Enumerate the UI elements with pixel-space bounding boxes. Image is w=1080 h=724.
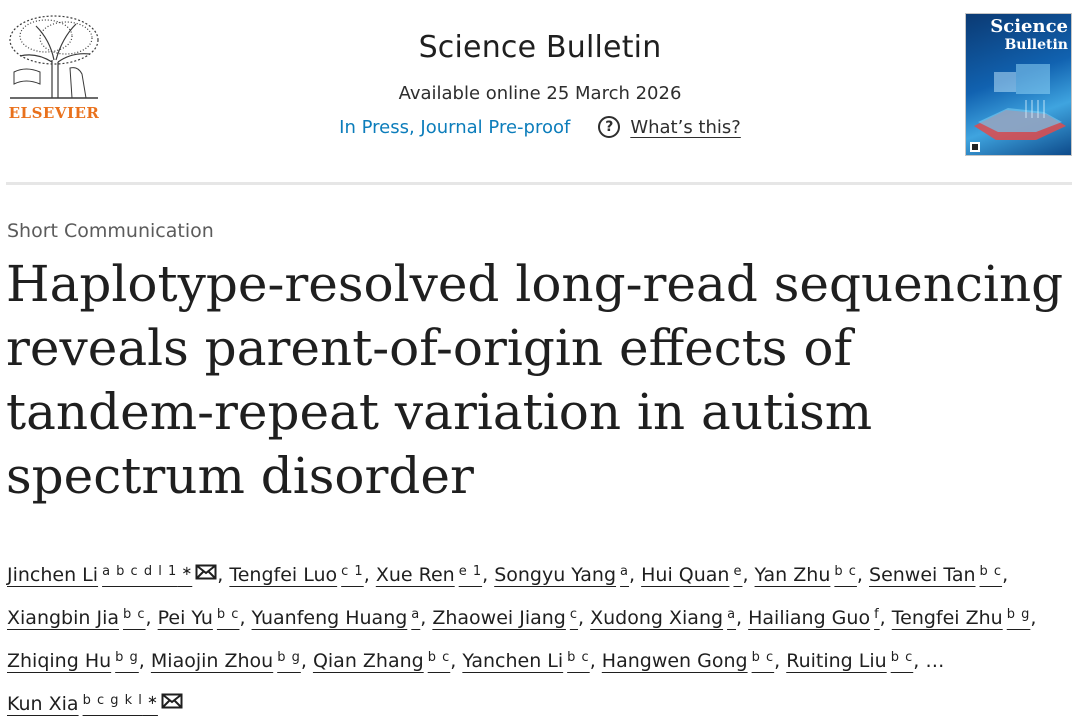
- author-link[interactable]: Xiangbin Jia b c: [7, 607, 146, 629]
- journal-title-link[interactable]: Science Bulletin: [418, 30, 662, 65]
- author-link[interactable]: Songyu Yang a: [494, 564, 629, 586]
- author-link[interactable]: Hui Quan e: [641, 564, 742, 586]
- author-name: Yan Zhu: [754, 564, 831, 586]
- affiliation-superscript: b c: [834, 564, 857, 579]
- affiliation-superscript: b c: [427, 650, 451, 665]
- author-link[interactable]: Yanchen Li b c: [462, 650, 589, 672]
- author-link[interactable]: Tengfei Zhu b g: [892, 607, 1031, 629]
- affiliation-superscript: a: [411, 607, 421, 622]
- author-name: Miaojin Zhou: [150, 650, 274, 672]
- affiliation-superscript: c 1: [341, 564, 364, 579]
- author-name: Tengfei Zhu: [891, 607, 1003, 629]
- author-link[interactable]: Jinchen Li a b c d l 1 ∗: [7, 564, 217, 586]
- affiliation-superscript: c: [569, 607, 579, 622]
- journal-cover-image[interactable]: Science Bulletin: [965, 13, 1072, 156]
- affiliation-superscript: a: [727, 607, 737, 622]
- author-name: Songyu Yang: [494, 564, 617, 586]
- author-name: Hui Quan: [641, 564, 730, 586]
- journal-header: Science Bulletin Available online 25 Mar…: [260, 30, 820, 138]
- author-name: Xue Ren: [375, 564, 455, 586]
- author-link[interactable]: Yan Zhu b c: [755, 564, 857, 586]
- affiliation-superscript: e: [733, 564, 743, 579]
- author-link[interactable]: Qian Zhang b c: [313, 650, 450, 672]
- author-name: Hangwen Gong: [601, 650, 748, 672]
- author-link[interactable]: Hangwen Gong b c: [602, 650, 774, 672]
- affiliation-superscript: b g: [115, 650, 139, 665]
- author-name: Xudong Xiang: [590, 607, 724, 629]
- author-link[interactable]: Zhiqing Hu b g: [7, 650, 139, 672]
- author-link[interactable]: Pei Yu b c: [158, 607, 240, 629]
- article-title: Haplotype-resolved long-read sequencing …: [6, 255, 1064, 505]
- question-circle-icon: ?: [598, 116, 621, 138]
- authors-ellipsis-button[interactable]: …: [925, 650, 945, 672]
- author-name: Hailiang Guo: [748, 607, 871, 629]
- author-link[interactable]: Tengfei Luo c 1: [229, 564, 363, 586]
- affiliation-superscript: b g: [1006, 607, 1031, 622]
- author-name: Kun Xia: [7, 693, 79, 715]
- affiliation-superscript: b c: [567, 650, 590, 665]
- author-link[interactable]: Hailiang Guo f: [748, 607, 880, 629]
- affiliation-superscript: f: [874, 607, 880, 622]
- article-type-label: Short Communication: [7, 220, 214, 242]
- affiliation-superscript: e 1: [458, 564, 483, 579]
- affiliation-superscript: b c g k l: [82, 693, 143, 708]
- star-icon: ∗: [142, 693, 158, 708]
- author-name: Zhaowei Jiang: [432, 607, 566, 629]
- affiliation-superscript: b c: [890, 650, 914, 665]
- envelope-icon: [161, 693, 183, 709]
- cover-title: Science Bulletin: [972, 18, 1068, 54]
- elsevier-wordmark: ELSEVIER: [8, 104, 100, 122]
- article-status-row: In Press, Journal Pre-proof ? What’s thi…: [260, 116, 820, 138]
- author-link[interactable]: Xue Ren e 1: [376, 564, 482, 586]
- author-link[interactable]: Miaojin Zhou b g: [151, 650, 301, 672]
- author-name: Xiangbin Jia: [7, 607, 119, 629]
- author-link[interactable]: Yuanfeng Huang a: [252, 607, 421, 629]
- author-name: Jinchen Li: [7, 564, 99, 586]
- author-list: Jinchen Li a b c d l 1 ∗, Tengfei Luo c 1,…: [7, 564, 1037, 715]
- cover-title-sub: Bulletin: [1004, 37, 1068, 53]
- author-name: Zhiqing Hu: [7, 650, 112, 672]
- elsevier-logo[interactable]: ELSEVIER: [6, 12, 102, 122]
- author-name: Tengfei Luo: [229, 564, 338, 586]
- affiliation-superscript: a: [620, 564, 630, 579]
- in-press-link[interactable]: In Press, Journal Pre-proof: [339, 116, 571, 138]
- author-name: Yuanfeng Huang: [251, 607, 408, 629]
- envelope-icon: [195, 564, 217, 580]
- author-name: Ruiting Liu: [786, 650, 887, 672]
- author-link[interactable]: Ruiting Liu b c: [786, 650, 913, 672]
- whats-this-label: What’s this?: [630, 116, 741, 138]
- elsevier-tree-icon: [9, 15, 99, 99]
- header-divider: [6, 182, 1072, 185]
- author-link[interactable]: Kun Xia b c g k l ∗: [7, 693, 183, 715]
- author-name: Senwei Tan: [869, 564, 976, 586]
- affiliation-superscript: a b c d l 1: [102, 564, 178, 579]
- affiliation-superscript: b g: [277, 650, 301, 665]
- whats-this-button[interactable]: ? What’s this?: [598, 116, 741, 138]
- available-online-date: Available online 25 March 2026: [398, 83, 682, 104]
- author-link[interactable]: Senwei Tan b c: [869, 564, 1002, 586]
- affiliation-superscript: b c: [979, 564, 1003, 579]
- affiliation-superscript: b c: [751, 650, 775, 665]
- star-icon: ∗: [177, 564, 193, 579]
- author-name: Pei Yu: [157, 607, 213, 629]
- author-link[interactable]: Zhaowei Jiang c: [432, 607, 578, 629]
- cover-title-main: Science: [990, 16, 1068, 37]
- affiliation-superscript: b c: [216, 607, 240, 622]
- author-name: Yanchen Li: [462, 650, 564, 672]
- author-name: Qian Zhang: [312, 650, 424, 672]
- author-link[interactable]: Xudong Xiang a: [590, 607, 736, 629]
- cover-artwork: [970, 64, 1066, 152]
- affiliation-superscript: b c: [123, 607, 146, 622]
